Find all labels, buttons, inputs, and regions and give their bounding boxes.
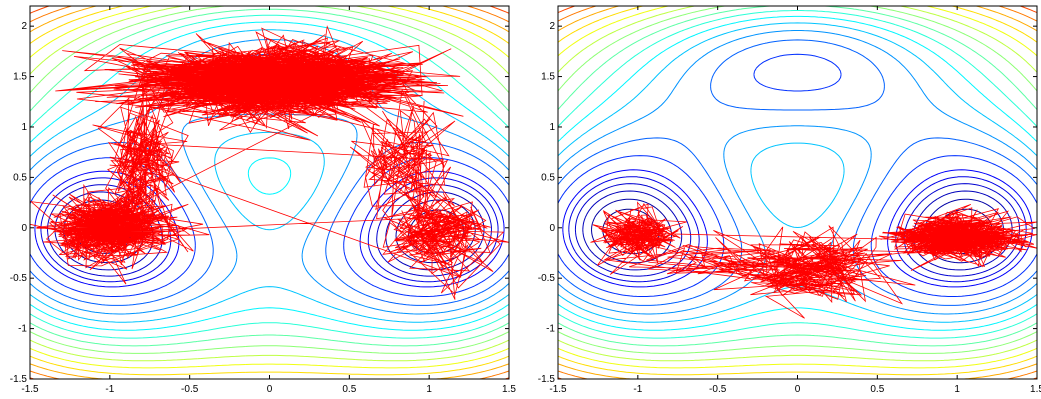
sampler-trajectory — [30, 25, 509, 300]
contour-level-9 — [558, 22, 1037, 323]
sampler-trajectory — [590, 201, 1037, 319]
contour-level-6 — [558, 53, 1037, 297]
contour-level-12 — [558, 6, 1037, 347]
y-tick-label: 0 — [549, 223, 555, 234]
contour-lines — [558, 6, 1037, 379]
x-tick-label: -0.5 — [709, 384, 727, 395]
x-tick-label: 0 — [267, 384, 273, 395]
x-tick-label: -1.5 — [549, 384, 567, 395]
contour-level-7 — [558, 39, 1037, 306]
x-tick-label: 1.5 — [1030, 384, 1041, 395]
x-tick-label: 1.5 — [502, 384, 516, 395]
contour-level-15 — [558, 6, 1037, 369]
y-tick-label: -1.5 — [538, 374, 556, 385]
contour-level-18 — [558, 6, 1037, 379]
contour-level-13 — [30, 6, 509, 354]
contour-level-17 — [30, 6, 509, 379]
contour-level-15 — [30, 6, 509, 369]
contour-level-8 — [30, 39, 509, 315]
contour-level-10 — [558, 15, 1037, 331]
contour-level-16 — [558, 6, 1037, 376]
y-tick-label: 1.5 — [13, 72, 27, 83]
y-tick-label: 2 — [21, 21, 27, 32]
contour-level-11 — [558, 10, 1037, 339]
right-contour-plot: -1.5 -1 -0.5 0 0.5 1 1.5 -1.5 -1 -0.5 0 0.5 1 1.5 2 — [538, 5, 1041, 395]
y-tick-label: 0.5 — [13, 172, 27, 183]
y-tick-label: -1 — [18, 324, 27, 335]
y-tick-label: -1.5 — [10, 374, 28, 385]
y-tick-label: -1 — [546, 324, 555, 335]
x-tick-label: 0 — [795, 384, 801, 395]
x-tick-label: 1 — [426, 384, 432, 395]
x-tick-label: -1.5 — [21, 384, 39, 395]
x-tick-label: -1 — [633, 384, 642, 395]
x-tick-label: 0.5 — [870, 384, 884, 395]
y-tick-label: 2 — [549, 21, 555, 32]
contour-level-10 — [30, 21, 509, 331]
y-tick-label: 1.5 — [541, 72, 555, 83]
y-tick-label: 0 — [21, 223, 27, 234]
contour-level-14 — [30, 6, 509, 362]
y-tick-label: 0.5 — [541, 172, 555, 183]
y-tick-label: -0.5 — [538, 273, 556, 284]
x-tick-label: -0.5 — [181, 384, 199, 395]
contour-level-17 — [558, 6, 1037, 379]
x-tick-label: 1 — [954, 384, 960, 395]
contour-level-9 — [30, 29, 509, 323]
contour-level-16 — [30, 6, 509, 376]
left-contour-plot: -1.5 -1 -0.5 0 0.5 1 1.5 -1.5 -1 -0.5 0 0.5 1 1.5 2 — [10, 5, 516, 395]
contour-level-11 — [30, 14, 509, 339]
x-tick-label: 0.5 — [342, 384, 356, 395]
contour-level-18 — [30, 6, 509, 379]
y-tick-label: 1 — [549, 122, 555, 133]
contour-level-2 — [582, 190, 1013, 271]
contour-level-8 — [558, 30, 1037, 315]
contour-level-14 — [558, 6, 1037, 362]
y-tick-label: 1 — [21, 122, 27, 133]
x-tick-label: -1 — [105, 384, 114, 395]
contour-level-13 — [558, 6, 1037, 354]
y-tick-label: -0.5 — [10, 273, 28, 284]
